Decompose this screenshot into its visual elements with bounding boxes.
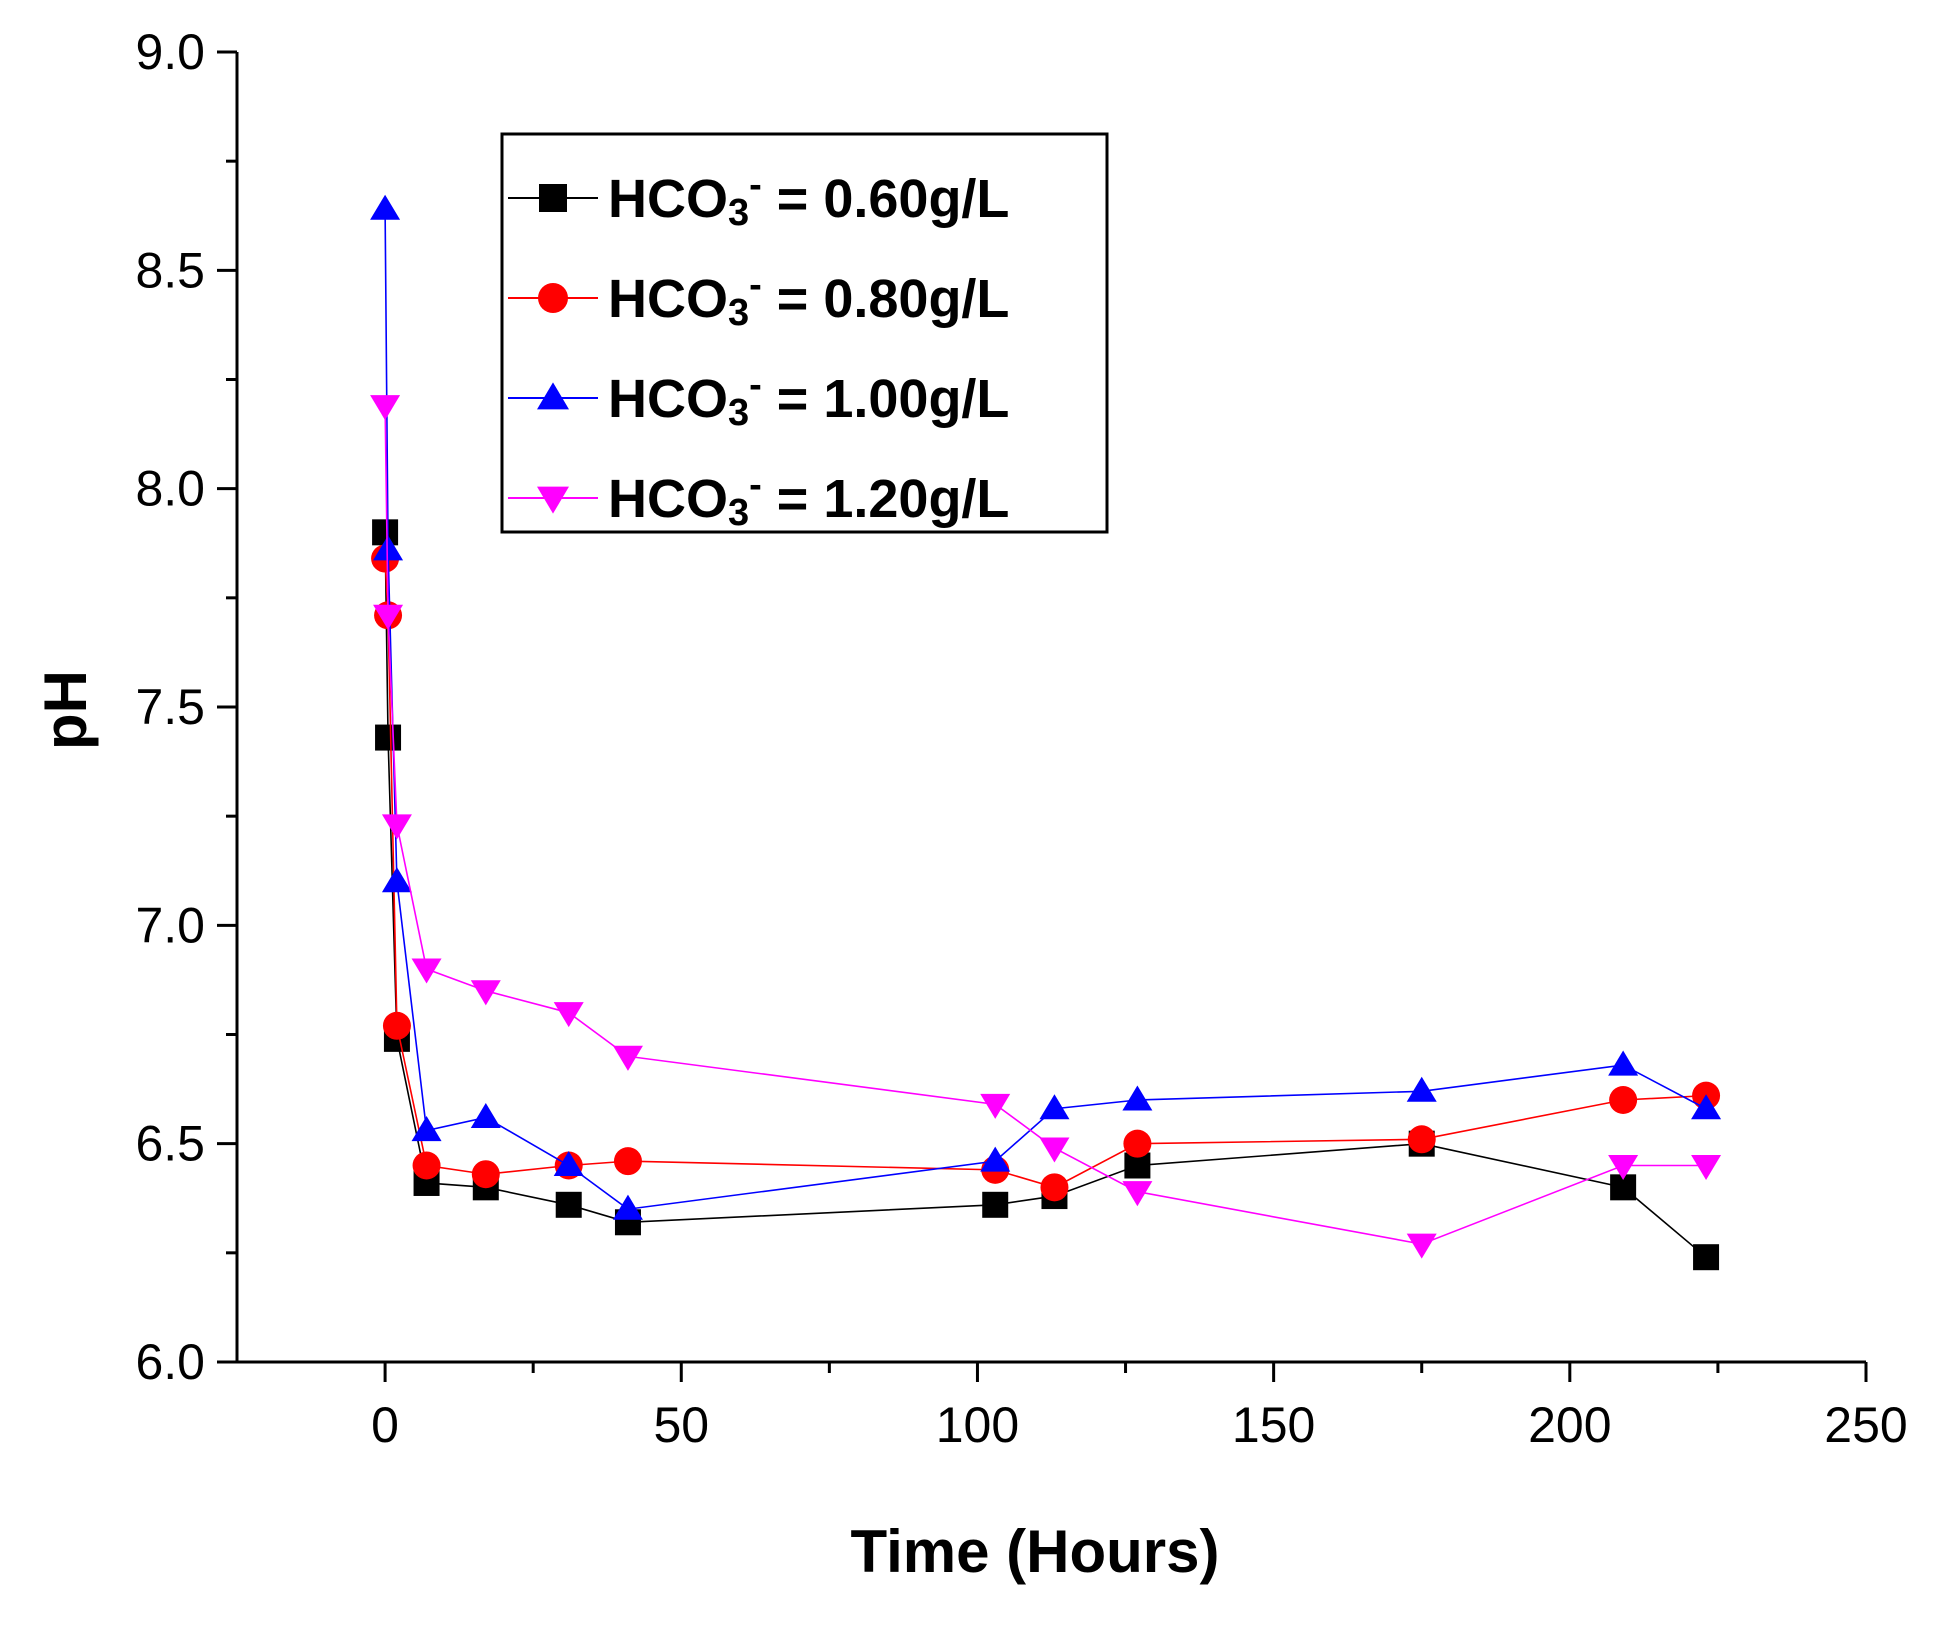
series-circle bbox=[371, 544, 1721, 1202]
x-tick-label: 250 bbox=[1824, 1397, 1907, 1453]
y-tick-label: 6.0 bbox=[135, 1334, 205, 1390]
data-point bbox=[370, 395, 401, 421]
data-point bbox=[1691, 1094, 1722, 1120]
x-tick-label: 200 bbox=[1528, 1397, 1611, 1453]
legend-label-part: = 1.20g/L bbox=[762, 469, 1010, 529]
legend-item: HCO3- = 1.20g/L bbox=[508, 464, 1009, 534]
legend-label-part: HCO bbox=[608, 269, 728, 329]
data-point bbox=[1693, 1244, 1720, 1271]
data-point bbox=[1407, 1125, 1436, 1154]
series-line bbox=[384, 558, 1707, 1189]
data-point bbox=[411, 1116, 442, 1142]
legend-marker bbox=[538, 283, 568, 313]
data-point bbox=[1039, 1094, 1070, 1120]
y-tick-label: 9.0 bbox=[135, 24, 205, 80]
data-point bbox=[1608, 1154, 1639, 1181]
legend-marker bbox=[537, 382, 569, 410]
legend-label-part: - bbox=[749, 264, 762, 306]
data-point bbox=[1122, 1085, 1153, 1111]
data-point bbox=[613, 1147, 642, 1176]
legend-label-part: = 0.60g/L bbox=[762, 169, 1010, 229]
legend-label-part: - bbox=[749, 364, 762, 406]
data-point bbox=[373, 604, 404, 630]
data-point bbox=[555, 1191, 582, 1218]
legend-label-part: HCO bbox=[608, 469, 728, 529]
series-line bbox=[384, 532, 1707, 1258]
data-point bbox=[1609, 1086, 1638, 1114]
data-point bbox=[1608, 1050, 1639, 1076]
data-point bbox=[381, 814, 412, 840]
legend-label-part: 3 bbox=[728, 392, 749, 434]
data-point bbox=[980, 1146, 1011, 1172]
data-point bbox=[1406, 1233, 1437, 1259]
legend-label-part: = 0.80g/L bbox=[762, 269, 1010, 329]
data-point bbox=[980, 1093, 1011, 1119]
legend-label-part: = 1.00g/L bbox=[762, 369, 1010, 429]
series-layer bbox=[370, 194, 1722, 1271]
data-point bbox=[471, 1160, 500, 1189]
data-point bbox=[982, 1191, 1009, 1218]
x-tick-label: 50 bbox=[653, 1397, 709, 1453]
legend-label: HCO3- = 0.60g/L bbox=[608, 164, 1009, 234]
legend-label-part: HCO bbox=[608, 369, 728, 429]
data-point bbox=[1122, 1181, 1153, 1207]
series-triangle-down bbox=[370, 395, 1722, 1259]
legend-label-part: - bbox=[749, 164, 762, 206]
data-point bbox=[382, 1011, 411, 1040]
legend-label-part: HCO bbox=[608, 169, 728, 229]
legend-box bbox=[500, 132, 1109, 534]
legend-marker bbox=[539, 184, 567, 212]
data-point bbox=[411, 958, 442, 984]
y-tick-label: 6.5 bbox=[135, 1116, 205, 1172]
legend-label-part: 3 bbox=[728, 192, 749, 234]
data-point bbox=[1691, 1154, 1722, 1181]
data-point bbox=[470, 1102, 501, 1128]
data-point bbox=[553, 1002, 584, 1028]
x-tick-label: 0 bbox=[371, 1397, 399, 1453]
data-point bbox=[375, 724, 402, 751]
y-tick-label: 8.0 bbox=[135, 461, 205, 517]
x-ticks: 0 50 100 150 200 250 bbox=[371, 1362, 1908, 1453]
legend-item: HCO3- = 0.80g/L bbox=[508, 264, 1009, 334]
data-point bbox=[381, 867, 412, 893]
legend-label-part: - bbox=[749, 464, 762, 506]
x-tick-label: 150 bbox=[1232, 1397, 1315, 1453]
legend-label: HCO3- = 0.80g/L bbox=[608, 264, 1009, 334]
y-tick-label: 8.5 bbox=[135, 242, 205, 298]
y-tick-label: 7.5 bbox=[135, 679, 205, 735]
legend-label-part: 3 bbox=[728, 492, 749, 534]
legend-item: HCO3- = 1.00g/L bbox=[508, 364, 1009, 434]
y-tick-label: 7.0 bbox=[135, 897, 205, 953]
data-point bbox=[1406, 1076, 1437, 1102]
data-point bbox=[1040, 1173, 1069, 1202]
data-point bbox=[612, 1045, 643, 1071]
legend-label-part: 3 bbox=[728, 292, 749, 334]
x-tick-label: 100 bbox=[936, 1397, 1019, 1453]
legend-label: HCO3- = 1.20g/L bbox=[608, 464, 1009, 534]
data-point bbox=[373, 535, 404, 561]
data-point bbox=[1039, 1137, 1070, 1163]
data-point bbox=[612, 1194, 643, 1220]
series-triangle-up bbox=[370, 194, 1722, 1220]
legend-label: HCO3- = 1.00g/L bbox=[608, 364, 1009, 434]
x-axis-title: Time (Hours) bbox=[851, 1518, 1220, 1585]
data-point bbox=[412, 1151, 441, 1180]
legend-marker bbox=[537, 486, 569, 514]
legend-item: HCO3- = 0.60g/L bbox=[508, 164, 1009, 234]
y-axis-title: pH bbox=[32, 670, 99, 750]
data-point bbox=[470, 980, 501, 1006]
data-point bbox=[1123, 1129, 1152, 1158]
data-point bbox=[370, 194, 401, 220]
data-point bbox=[553, 1150, 584, 1177]
y-ticks: 6.0 6.5 7.0 7.5 8.0 8.5 9.0 bbox=[135, 24, 237, 1390]
